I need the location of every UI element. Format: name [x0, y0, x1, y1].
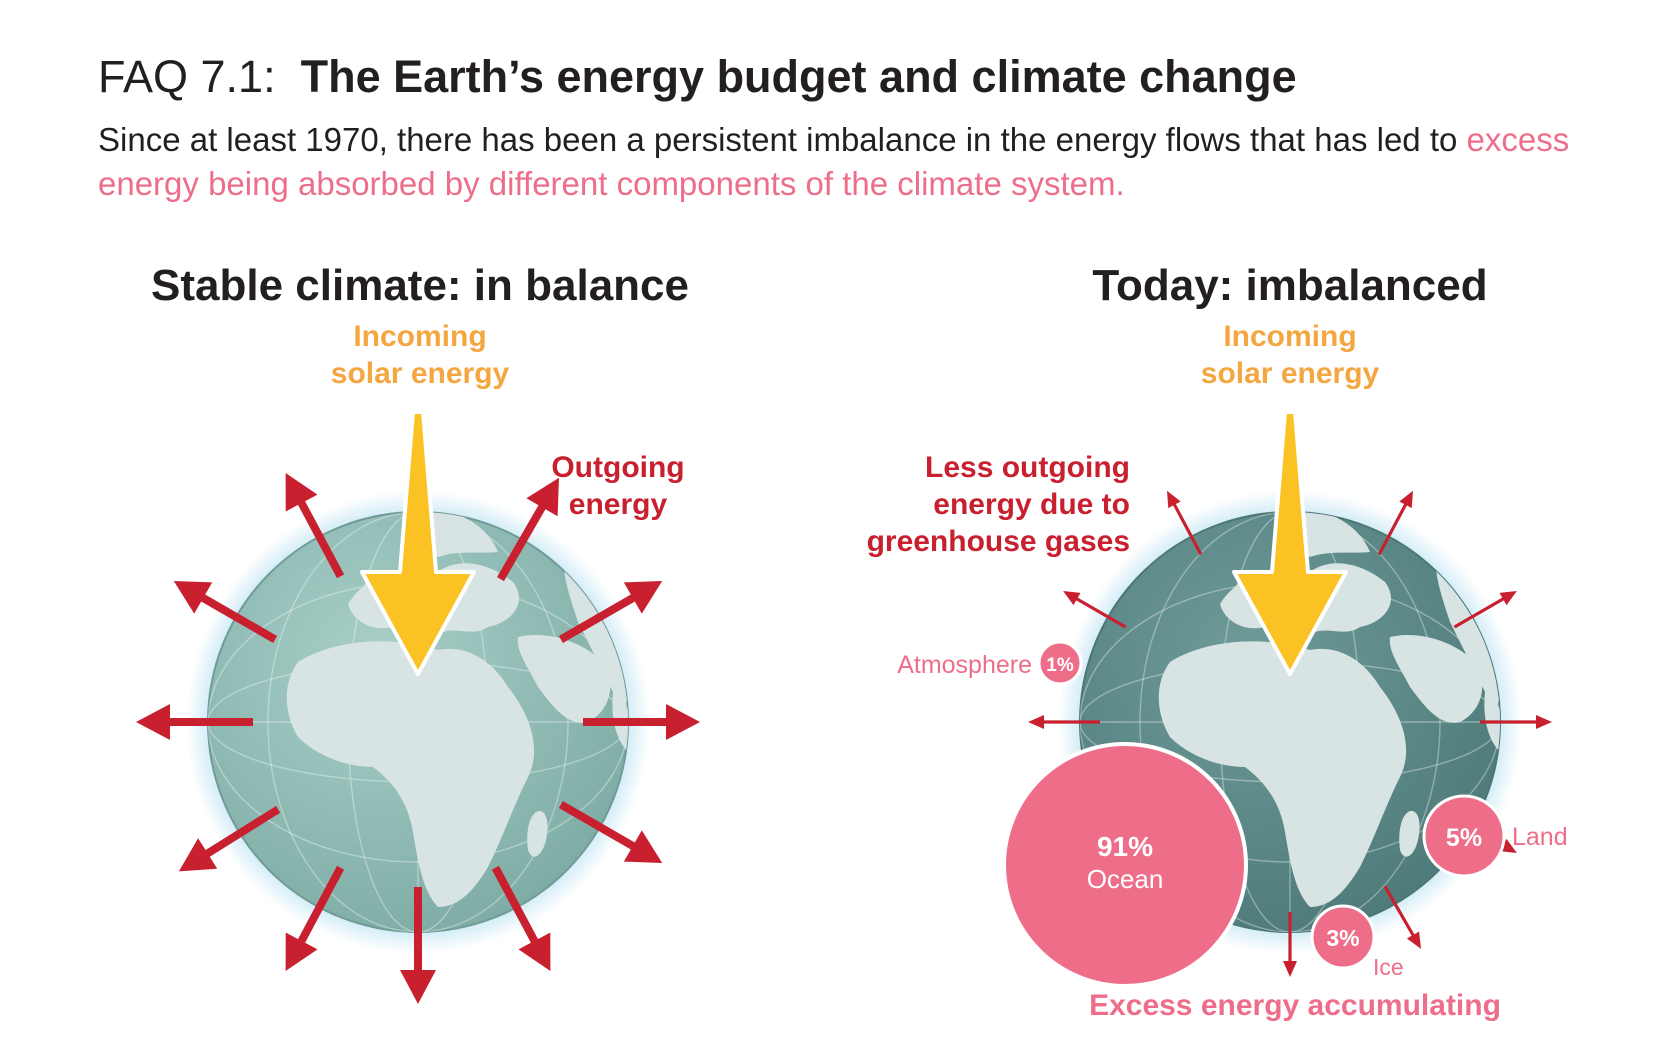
right-outgoing-arrow-5: [1383, 885, 1421, 949]
atmosphere-label: Atmosphere: [897, 651, 1032, 679]
left-outgoing-arrow-7: [400, 887, 436, 1004]
left-incoming-arrow: [360, 410, 476, 676]
atmosphere-percent: 1%: [1046, 655, 1074, 676]
left-outgoing-arrow-11: [558, 581, 663, 643]
left-outgoing-arrow-10: [583, 704, 700, 740]
right-outgoing-arrow-7: [1480, 715, 1552, 729]
left-outgoing-label-1: Outgoing: [551, 451, 684, 484]
atmosphere-bubble: 1% Atmosphere: [897, 640, 1083, 686]
ocean-percent: 91%: [1097, 831, 1153, 862]
less-outgoing-label-2: energy due to: [933, 488, 1130, 521]
land-bubble: 5% Land: [1422, 794, 1568, 878]
right-outgoing-arrow-8: [1453, 591, 1517, 629]
land-label: Land: [1512, 823, 1568, 851]
faq-label: FAQ 7.1:: [98, 51, 276, 102]
ice-label: Ice: [1373, 954, 1404, 980]
right-incoming-label-2: solar energy: [1201, 357, 1380, 390]
page-title: FAQ 7.1: The Earth’s energy budget and c…: [98, 46, 1618, 108]
left-outgoing-label-2: energy: [569, 488, 668, 521]
right-outgoing-arrow-4: [1028, 715, 1100, 729]
right-outgoing-arrow-2: [1167, 490, 1203, 555]
excess-energy-label: Excess energy accumulating: [1089, 989, 1501, 1022]
left-outgoing-arrow-5: [178, 806, 281, 872]
less-outgoing-label-1: Less outgoing: [925, 451, 1130, 484]
right-outgoing-arrow-bottom-1: [1283, 912, 1297, 977]
left-incoming-label-1: Incoming: [353, 320, 486, 353]
less-outgoing-label-3: greenhouse gases: [867, 525, 1130, 558]
title-text: The Earth’s energy budget and climate ch…: [300, 51, 1297, 102]
ocean-bubble: 91% Ocean: [1002, 742, 1248, 988]
subtitle-prefix: Since at least 1970, there has been a pe…: [98, 121, 1458, 158]
left-heading: Stable climate: in balance: [151, 261, 689, 310]
left-outgoing-arrow-9: [558, 801, 663, 863]
subtitle: Since at least 1970, there has been a pe…: [98, 118, 1618, 206]
right-incoming-arrow: [1232, 410, 1348, 676]
left-outgoing-arrow-6: [285, 865, 345, 971]
header: FAQ 7.1: The Earth’s energy budget and c…: [98, 46, 1618, 206]
land-percent: 5%: [1446, 824, 1482, 852]
left-outgoing-arrow-1: [497, 477, 559, 582]
left-outgoing-arrow-4: [136, 704, 253, 740]
stable-earth-globe: [186, 490, 650, 954]
left-outgoing-arrow-2: [285, 473, 345, 579]
left-outgoing-arrow-3: [173, 581, 278, 643]
right-outgoing-arrow-3: [1063, 591, 1127, 629]
left-incoming-label-2: solar energy: [331, 357, 510, 390]
right-incoming-label-1: Incoming: [1223, 320, 1356, 353]
left-outgoing-arrow-8: [491, 865, 551, 971]
right-outgoing-arrow-1: [1377, 490, 1413, 555]
right-heading: Today: imbalanced: [1092, 261, 1487, 310]
subtitle-highlight: excess energy being absorbed by differen…: [98, 121, 1570, 202]
left-outgoing-arrows: [136, 473, 700, 1004]
ice-percent: 3%: [1326, 925, 1359, 951]
ice-bubble: 3% Ice: [1310, 904, 1404, 980]
ocean-label: Ocean: [1087, 864, 1164, 894]
